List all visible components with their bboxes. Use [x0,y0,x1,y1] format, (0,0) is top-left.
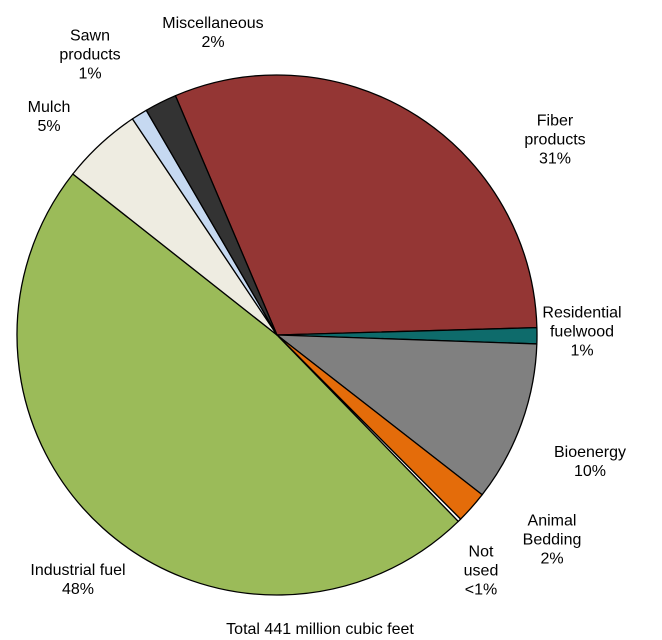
slice-label: Bioenergy 10% [535,443,645,481]
value-label: 2% [540,550,564,568]
value-label: 1% [570,342,594,360]
pie-slice [174,74,538,336]
value-label: 1% [78,65,102,83]
value-label: 2% [201,34,225,51]
category-label: Industrial fuel [30,562,126,579]
category-label: Animal Bedding [522,512,582,549]
slice-label: Animal Bedding 2% [512,512,592,569]
value-label: 5% [37,118,61,135]
category-label: Bioenergy [553,444,627,461]
pie-slice [276,334,538,496]
category-label: Not used [463,543,499,580]
value-label: 31% [538,150,572,168]
category-label: Miscellaneous [162,15,264,32]
pie-slice [145,95,278,336]
slice-label: Fiber products 31% [515,112,595,169]
category-label: Mulch [27,99,71,116]
category-label: Fiber products [524,112,586,149]
value-label: 48% [61,581,95,598]
value-label: <1% [464,581,498,599]
slice-label: Industrial fuel 48% [3,561,153,599]
category-label: Residential fuelwood [542,304,622,341]
chart-subtitle: Total 441 million cubic feet [226,621,414,638]
slice-label: Mulch 5% [14,98,84,136]
slice-label: Residential fuelwood 1% [542,304,622,361]
value-label: 10% [573,463,607,480]
category-label: Sawn products [59,27,121,64]
slice-label: Miscellaneous 2% [138,14,288,52]
slice-label: Not used <1% [459,543,504,600]
pie-slice [16,173,459,596]
slice-label: Sawn products 1% [50,27,130,84]
